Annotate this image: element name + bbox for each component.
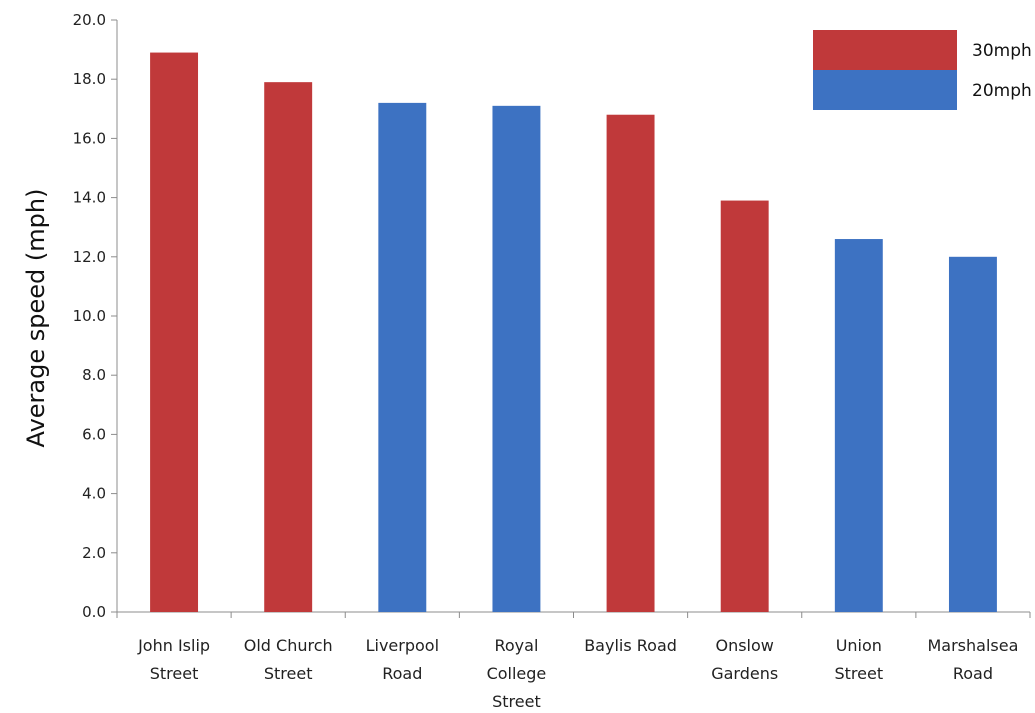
legend-swatch [813, 30, 957, 70]
category-label: Liverpool Road [366, 636, 439, 683]
bar [378, 102, 427, 612]
y-tick-label: 2.0 [82, 544, 106, 562]
y-tick-label: 20.0 [73, 11, 106, 29]
y-tick-label: 8.0 [82, 366, 106, 384]
y-axis: 0.0 2.0 4.0 6.0 8.0 10.0 12.0 14.0 16.0 18.0 20.0 [73, 11, 118, 621]
category-label-line: Baylis Road [584, 636, 677, 655]
category-label-line: Road [382, 664, 422, 683]
category-label: Royal College Street [487, 636, 547, 711]
bar [492, 105, 541, 612]
category-label-line: Road [953, 664, 993, 683]
bar [150, 52, 199, 613]
bar [606, 114, 655, 612]
category-label: John Islip Street [137, 636, 210, 683]
y-tick-label: 18.0 [73, 70, 106, 88]
legend-label: 20mph [972, 81, 1032, 101]
bar [264, 82, 313, 612]
category-label: Old Church Street [244, 636, 333, 683]
category-label: Union Street [835, 636, 884, 683]
category-label-line: Gardens [711, 664, 778, 683]
category-label-line: Street [150, 664, 199, 683]
x-axis [116, 611, 1031, 618]
y-tick-label: 16.0 [73, 129, 106, 147]
y-tick-label: 4.0 [82, 485, 106, 503]
y-tick-label: 10.0 [73, 307, 106, 325]
y-tick-label: 0.0 [82, 603, 106, 621]
bars [150, 52, 997, 613]
y-tick-label: 12.0 [73, 248, 106, 266]
category-label: Onslow Gardens [711, 636, 778, 683]
bar [834, 239, 883, 613]
bar [948, 256, 997, 612]
category-labels: John Islip Street Old Church Street Liverpoo… [137, 636, 1018, 711]
category-label-line: Union [836, 636, 882, 655]
category-label-line: Onslow [715, 636, 773, 655]
bar [720, 200, 769, 612]
category-label-line: Marshalsea [927, 636, 1018, 655]
category-label: Marshalsea Road [927, 636, 1018, 683]
y-tick-label: 6.0 [82, 425, 106, 443]
category-label-line: Street [835, 664, 884, 683]
category-label-line: Street [264, 664, 313, 683]
category-label-line: Old Church [244, 636, 333, 655]
category-label-line: College [487, 664, 547, 683]
category-label-line: John Islip [137, 636, 210, 655]
category-label-line: Royal [494, 636, 538, 655]
y-axis-title: Average speed (mph) [22, 189, 50, 448]
category-label-line: Street [492, 692, 541, 711]
y-tick-label: 14.0 [73, 189, 106, 207]
legend-swatch [813, 70, 957, 110]
legend-label: 30mph [972, 41, 1032, 61]
category-label: Baylis Road [584, 636, 677, 655]
legend: 30mph 20mph [813, 30, 1032, 110]
category-label-line: Liverpool [366, 636, 439, 655]
